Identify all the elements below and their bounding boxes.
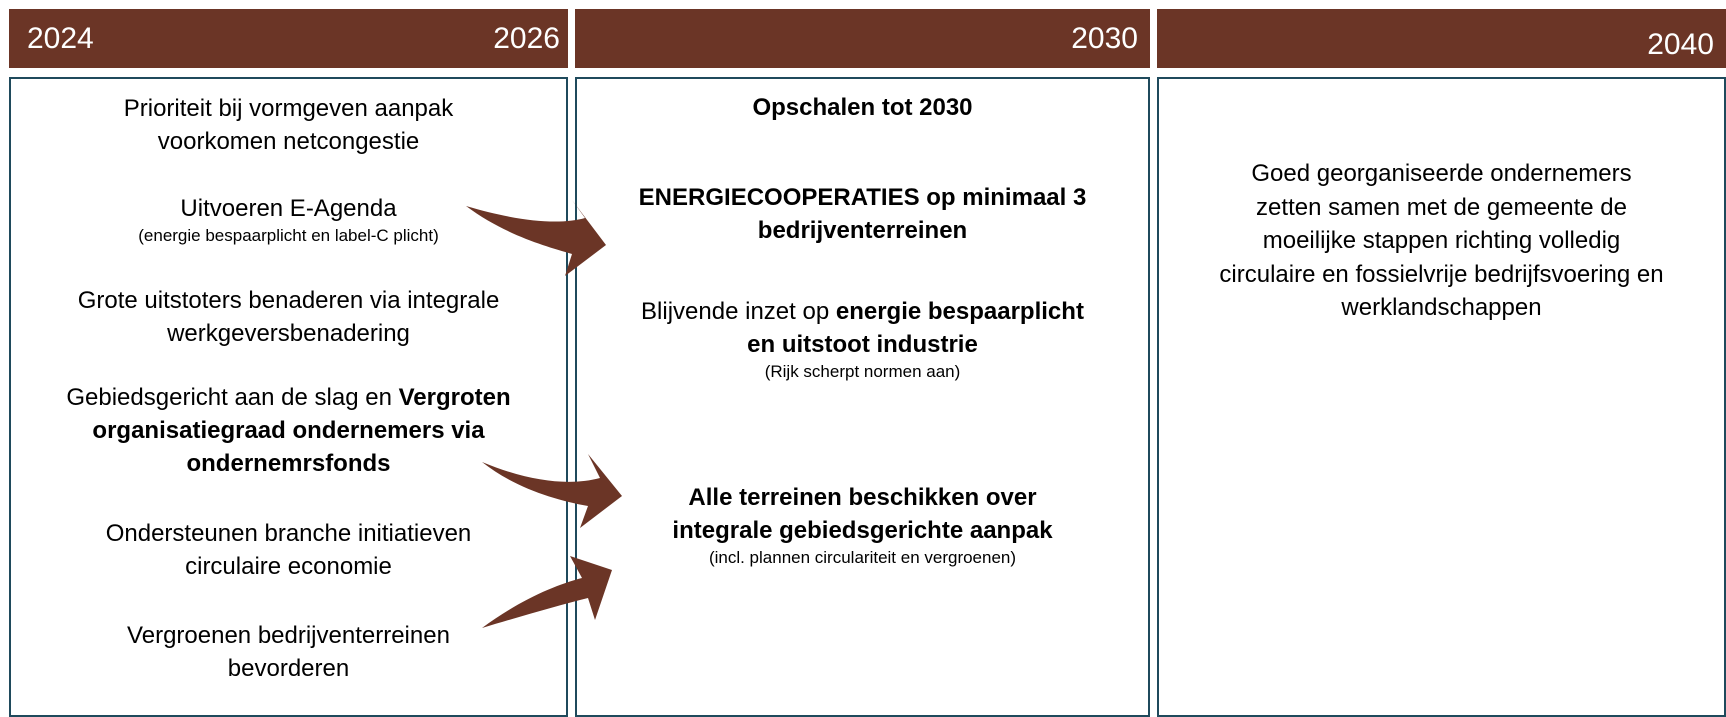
arrow [482, 556, 612, 628]
arrows [466, 200, 622, 628]
phase-header: 2030 [575, 9, 1150, 68]
item-bold: Vergroten organisatiegraad ondernemers v… [92, 384, 511, 477]
arrow [466, 200, 606, 276]
column: Opschalen tot 2030 ENERGIECOOPERATIES op… [575, 77, 1150, 717]
item-bold: energie bespaarplicht en uitstoot indust… [747, 298, 1084, 358]
item-note: (energie bespaarplicht en label-C plicht… [138, 226, 439, 245]
item: Blijvende inzet op energie bespaarplicht… [577, 295, 1148, 383]
phase-header: 2024 2026 [9, 9, 568, 68]
item: Grote uitstoters benaderen via integrale… [11, 284, 566, 350]
year: 2024 [27, 22, 94, 55]
item-text: Gebiedsgericht aan de slag en [66, 384, 392, 411]
item-text: Prioriteit bij vormgeven aanpak voorkome… [123, 95, 454, 155]
item-note: (incl. plannen circulariteit en vergroen… [708, 548, 1017, 567]
item: ENERGIECOOPERATIES op minimaal 3 bedrijv… [577, 181, 1148, 247]
column-title: Opschalen tot 2030 [577, 91, 1148, 124]
year: 2030 [1071, 22, 1138, 55]
year: 2026 [493, 22, 560, 55]
item: Alle terreinen beschikken over integrale… [577, 481, 1148, 569]
column: Goed georganiseerde ondernemers zetten s… [1157, 77, 1726, 717]
item-text: Goed georganiseerde ondernemers zetten s… [1219, 160, 1664, 321]
item-text: Grote uitstoters benaderen via integrale… [77, 287, 500, 347]
arrow [482, 454, 622, 528]
item-bold: Alle terreinen beschikken over integrale… [672, 484, 1053, 544]
item-text: Vergroenen bedrijventerreinen bevorderen [127, 622, 450, 682]
item-note: (Rijk scherpt normen aan) [764, 362, 961, 381]
item-bold: ENERGIECOOPERATIES op minimaal 3 bedrijv… [638, 184, 1087, 244]
title-text: Opschalen tot 2030 [752, 94, 973, 121]
item: Vergroenen bedrijventerreinen bevorderen [11, 619, 566, 685]
phase-header: 2040 [1157, 9, 1726, 68]
item-text: Ondersteunen branche initiatieven circul… [105, 520, 472, 580]
item: Goed georganiseerde ondernemers zetten s… [1159, 157, 1724, 325]
item-text: Blijvende inzet op [641, 298, 830, 325]
year: 2040 [1647, 28, 1714, 61]
item: Gebiedsgericht aan de slag en Vergroten … [11, 381, 566, 480]
item: Uitvoeren E-Agenda (energie bespaarplicht… [11, 192, 566, 247]
item: Prioriteit bij vormgeven aanpak voorkome… [11, 92, 566, 158]
item-text: Uitvoeren E-Agenda [180, 195, 397, 222]
page: 2024 2026 2030 2040 Prioriteit bij vormg… [9, 9, 1726, 717]
item: Ondersteunen branche initiatieven circul… [11, 517, 566, 583]
